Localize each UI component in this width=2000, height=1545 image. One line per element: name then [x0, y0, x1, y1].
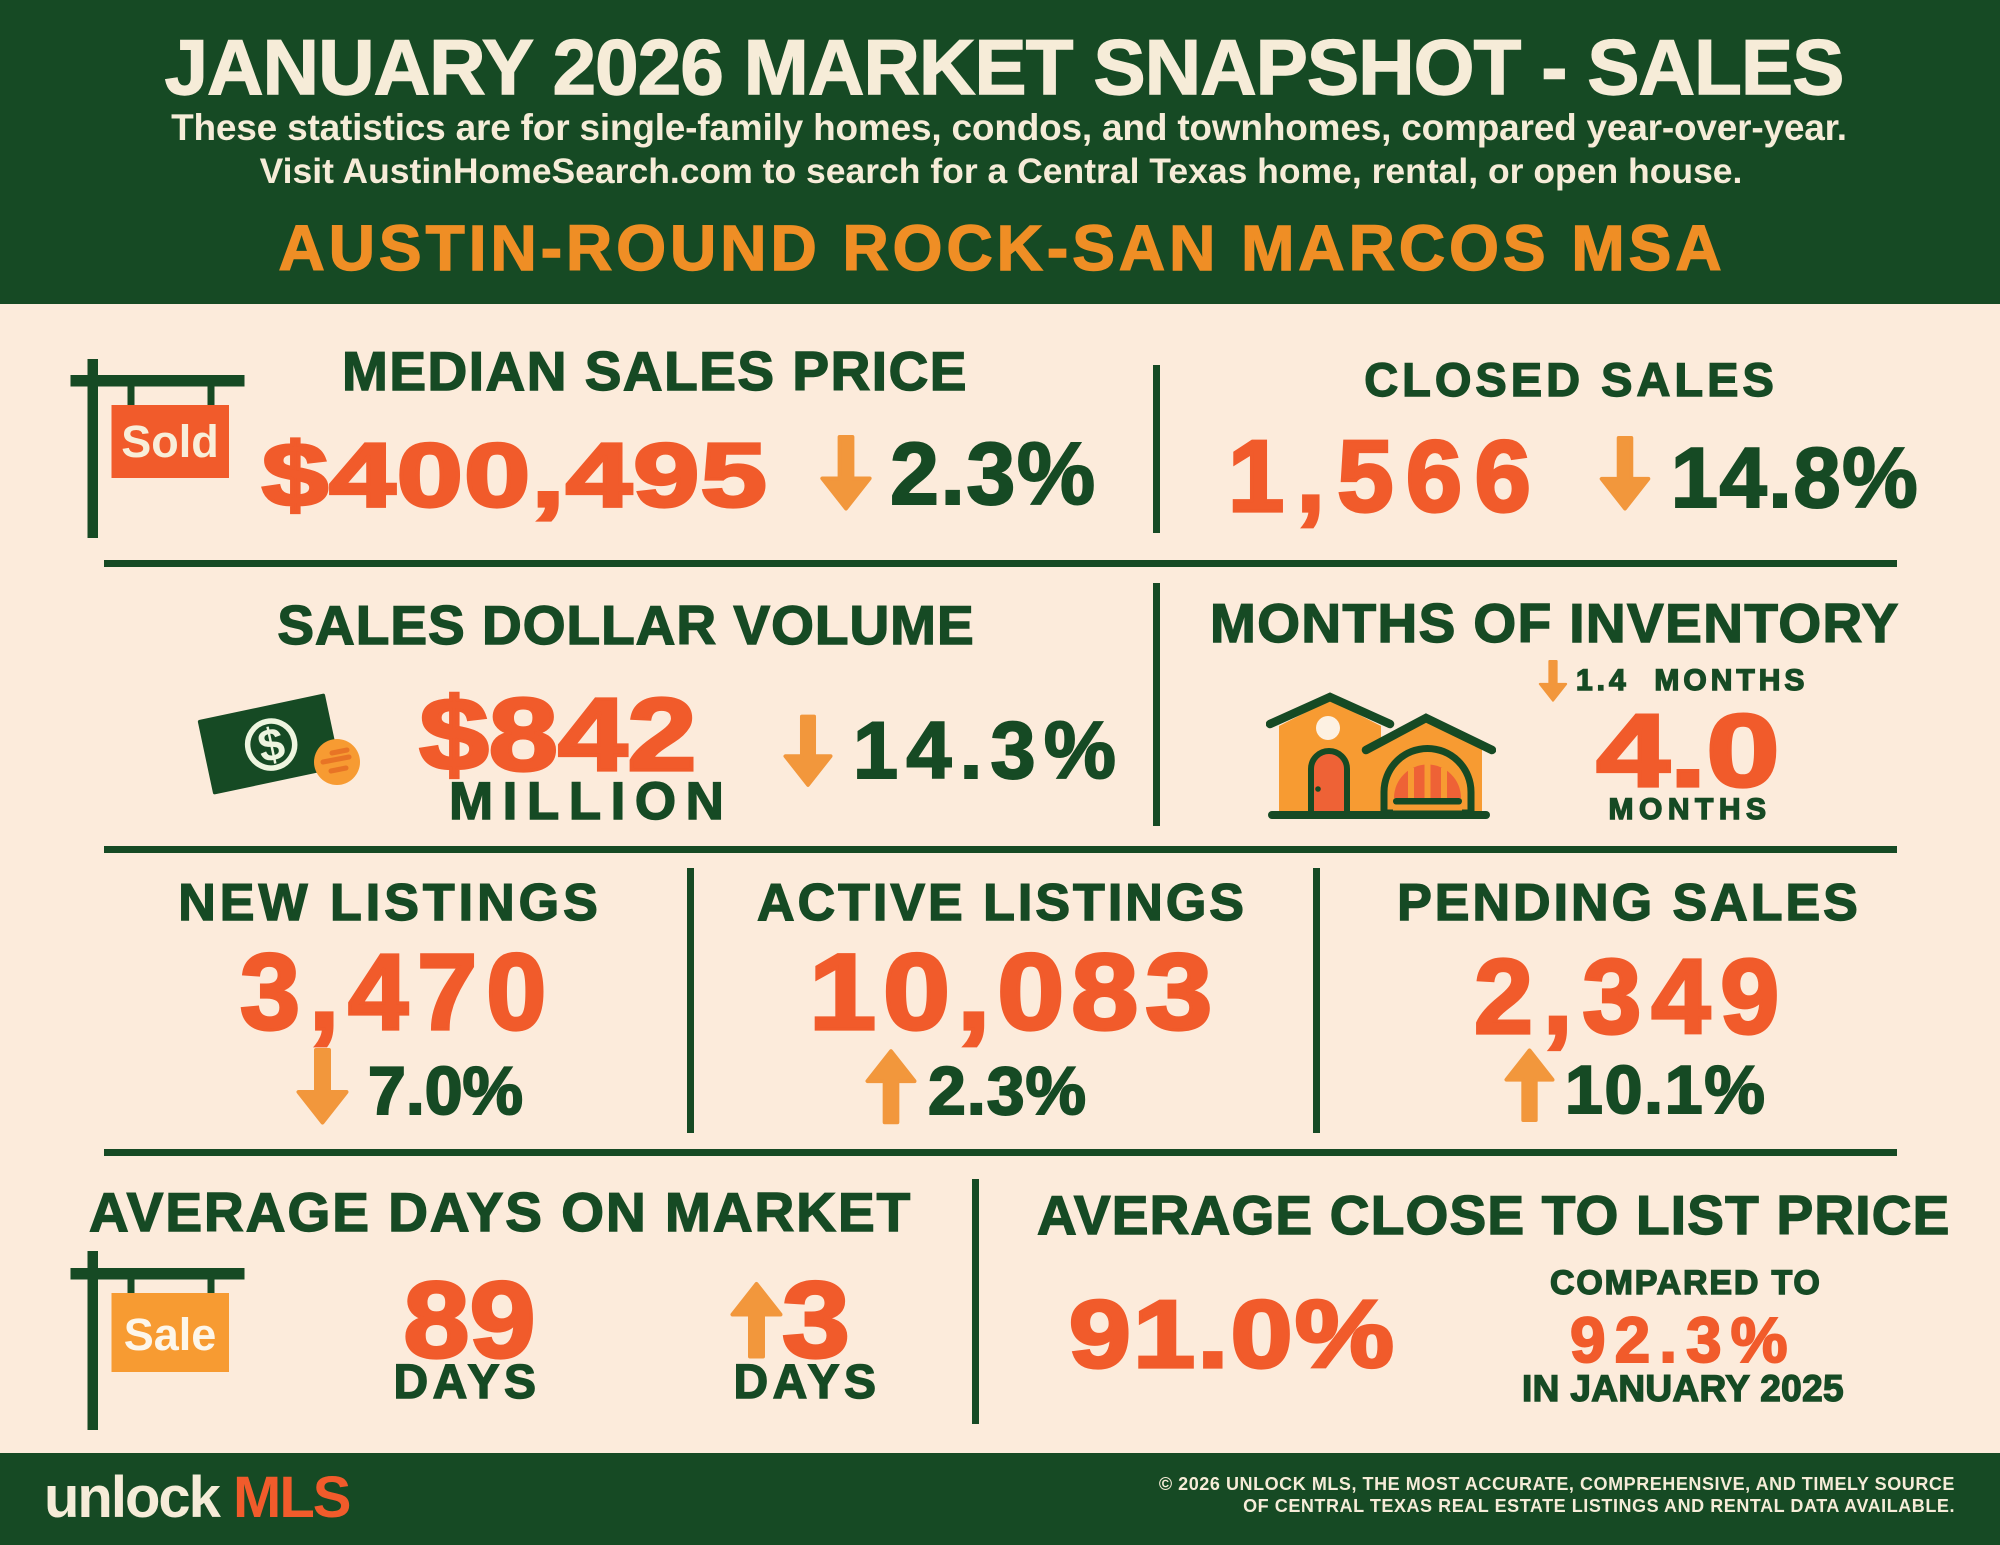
svg-text:Sold: Sold: [121, 416, 219, 467]
svg-text:Sale: Sale: [124, 1309, 217, 1360]
